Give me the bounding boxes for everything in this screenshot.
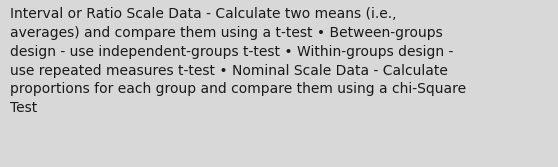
Text: Interval or Ratio Scale Data - Calculate two means (i.e.,
averages) and compare : Interval or Ratio Scale Data - Calculate… bbox=[10, 7, 466, 115]
